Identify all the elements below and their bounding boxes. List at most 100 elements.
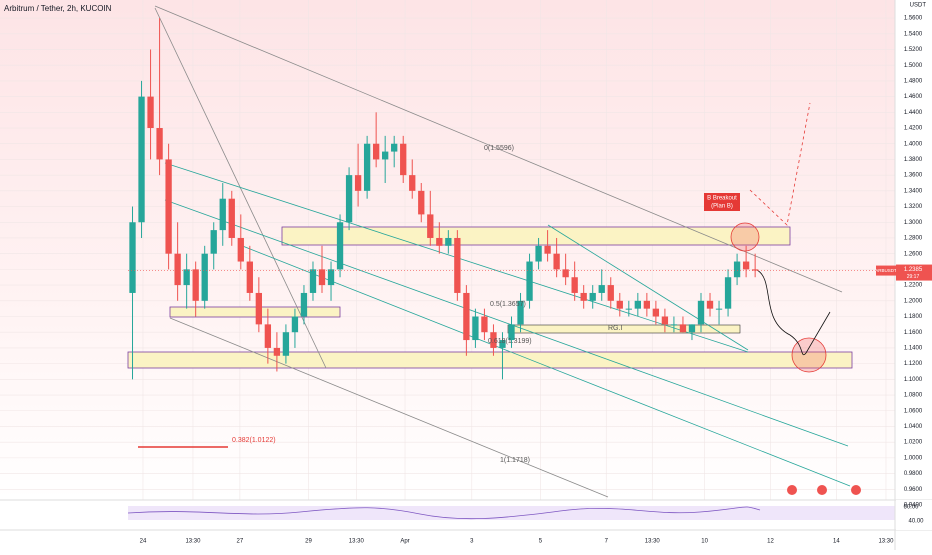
- y-tick-label: 1.3200: [904, 204, 923, 210]
- y-tick-label: 1.5400: [904, 31, 923, 37]
- x-tick-label: Apr: [400, 539, 409, 545]
- y-tick-label: 1.2200: [904, 283, 923, 289]
- candle-body: [751, 269, 759, 271]
- y-tick-label: 0.9800: [904, 471, 923, 477]
- x-tick-label: 13:30: [349, 539, 365, 545]
- y-tick-label: 1.1600: [904, 330, 923, 336]
- y-tick-label: 1.0000: [904, 455, 923, 461]
- candle-body: [670, 324, 678, 326]
- candle-body: [553, 253, 560, 270]
- candle-body: [382, 151, 389, 160]
- candle-body: [580, 292, 587, 301]
- candle-body: [463, 292, 470, 341]
- candle-body: [273, 347, 281, 356]
- rsi-label: 60.00: [903, 505, 919, 511]
- annotation: B Breakout: [707, 196, 737, 202]
- y-tick-label: 1.2000: [904, 298, 923, 304]
- y-tick-label: 1.5000: [904, 63, 923, 69]
- candle-body: [210, 230, 217, 254]
- candle-body: [192, 269, 199, 301]
- candle-body: [634, 300, 641, 309]
- candle-body: [400, 143, 407, 176]
- candle-body: [156, 128, 163, 160]
- y-tick-label: 1.3800: [904, 157, 923, 163]
- annotation: 0(1.5596): [484, 145, 514, 152]
- candle-body: [472, 316, 479, 341]
- x-tick-label: 29: [305, 539, 312, 545]
- y-tick-label: 1.5600: [904, 16, 923, 22]
- symbol-tag: [876, 265, 896, 276]
- candle-body: [327, 269, 335, 286]
- candle-body: [129, 222, 136, 293]
- x-tick-label: 10: [701, 539, 708, 545]
- candle-body: [219, 198, 226, 231]
- x-tick-label: 13:30: [645, 539, 661, 545]
- last-price-label: 1.2385: [904, 267, 923, 273]
- y-tick-label: 1.2800: [904, 236, 923, 242]
- candle-body: [246, 261, 253, 293]
- candle-body: [436, 237, 443, 246]
- x-tick-label: 24: [140, 539, 147, 545]
- x-tick-label: 12: [767, 539, 774, 545]
- candle-body: [201, 253, 208, 301]
- candle-body: [427, 214, 434, 238]
- candle-body: [354, 175, 362, 191]
- rsi-label: 40.00: [908, 519, 924, 525]
- y-tick-label: 1.4000: [904, 141, 923, 147]
- candle-body: [526, 261, 533, 301]
- candle-body: [264, 324, 272, 348]
- candle-body: [409, 175, 416, 191]
- candle-body: [174, 253, 181, 286]
- y-tick-label: 1.3400: [904, 188, 923, 194]
- x-tick-label: 5: [539, 539, 543, 545]
- candle-body: [589, 292, 596, 301]
- x-tick-label: 3: [470, 539, 474, 545]
- candle-body: [715, 308, 723, 310]
- candle-body: [733, 261, 741, 278]
- y-tick-label: 1.0400: [904, 424, 923, 430]
- chart-title: Arbitrum / Tether, 2h, KUCOIN: [4, 4, 112, 13]
- drawings: [127, 5, 861, 498]
- candle-body: [562, 269, 569, 278]
- candle-body: [544, 245, 551, 254]
- candle-body: [706, 300, 714, 309]
- y-tick-label: 1.1000: [904, 377, 923, 383]
- annotation: 0.5(1.3657): [490, 301, 526, 308]
- candle-body: [391, 143, 398, 152]
- annotation: 0.618(1.3199): [488, 338, 532, 345]
- candles: [128, 18, 895, 380]
- x-tick-label: 14: [833, 539, 840, 545]
- candle-body: [508, 324, 515, 341]
- candle-body: [291, 316, 299, 333]
- candle-body: [643, 300, 651, 309]
- price-tag: [896, 264, 932, 281]
- candle-body: [454, 237, 461, 293]
- candle-body: [571, 277, 578, 293]
- y-tick-label: 1.2600: [904, 251, 923, 257]
- candle-body: [255, 292, 262, 325]
- annotation: RG.I: [608, 325, 622, 332]
- y-tick-label: 1.4800: [904, 78, 923, 84]
- y-tick-label: 1.5200: [904, 47, 923, 53]
- x-tick-label: 27: [237, 539, 244, 545]
- y-tick-label: 0.9400: [904, 503, 923, 509]
- rsi-band: [128, 506, 895, 520]
- candle-body: [228, 198, 235, 238]
- symbol-label: ARBUSDT: [875, 268, 897, 273]
- candle-body: [138, 96, 145, 223]
- candle-body: [445, 237, 452, 246]
- candle-body: [336, 222, 344, 270]
- candle-body: [661, 316, 669, 325]
- candle-body: [688, 324, 696, 333]
- y-tick-label: 1.3600: [904, 173, 923, 179]
- x-tick-label: 7: [605, 539, 609, 545]
- annotation: (Plan B): [711, 204, 733, 210]
- x-tick-label: 13:30: [878, 539, 894, 545]
- candle-body: [183, 269, 190, 286]
- annotation: 1(1.1718): [500, 457, 530, 464]
- axes: 0.9400 0.9600 0.9800 1.0000 1.0200 1.0400 1.06…: [140, 16, 932, 545]
- candle-body: [697, 300, 705, 325]
- rsi-line: [127, 506, 761, 520]
- y-tick-label: 1.1800: [904, 314, 923, 320]
